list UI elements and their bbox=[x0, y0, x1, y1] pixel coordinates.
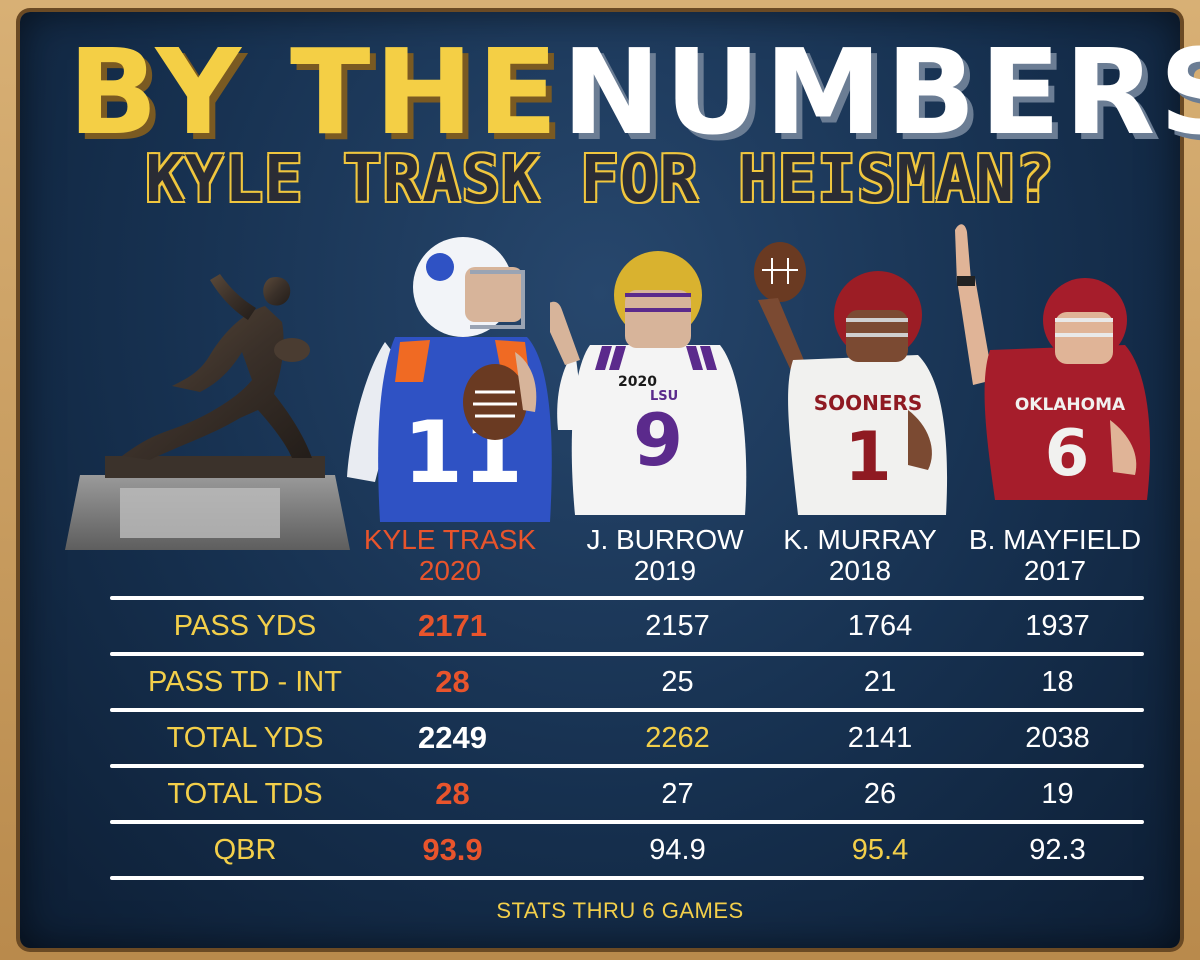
player-photo-murray: SOONERS 1 bbox=[738, 240, 966, 515]
stat-value-trask: 28 bbox=[435, 664, 470, 699]
svg-text:OKLAHOMA: OKLAHOMA bbox=[1015, 395, 1126, 415]
svg-text:9: 9 bbox=[633, 398, 683, 482]
player-photo-trask: 11 bbox=[345, 232, 577, 522]
player-name: K. MURRAY bbox=[783, 524, 937, 555]
table-divider bbox=[110, 820, 1144, 824]
stat-label: QBR bbox=[213, 834, 277, 866]
stat-label: PASS TD - INT bbox=[148, 666, 342, 698]
title-part-white: NUMBERS bbox=[561, 23, 1200, 161]
player-year: 2020 bbox=[418, 555, 482, 586]
title-part-yellow: BY THE bbox=[68, 23, 562, 161]
stat-value-trask: 93.9 bbox=[422, 832, 483, 867]
table-divider bbox=[110, 764, 1144, 768]
page-subtitle: KYLE TRASK FOR HEISMAN? bbox=[145, 143, 1055, 217]
stat-value-burrow: 25 bbox=[661, 666, 694, 698]
table-divider bbox=[110, 652, 1144, 656]
player-year: 2018 bbox=[828, 555, 892, 586]
page-title: BY THENUMBERS bbox=[68, 22, 1200, 162]
stat-value-burrow: 2262 bbox=[645, 722, 710, 754]
player-photo-burrow: 2020 LSU 9 bbox=[540, 250, 760, 515]
stat-label: TOTAL TDS bbox=[167, 778, 323, 810]
stat-value-burrow: 27 bbox=[661, 778, 694, 810]
table-divider bbox=[110, 876, 1144, 880]
player-name: KYLE TRASK bbox=[363, 524, 537, 555]
table-row: PASS YDS 2171 2157 1764 1937 bbox=[110, 600, 1144, 652]
table-row: QBR 93.9 94.9 95.4 92.3 bbox=[110, 824, 1144, 876]
player-name-burrow: J. BURROW 2019 bbox=[570, 524, 760, 586]
stat-value-murray: 21 bbox=[863, 666, 897, 698]
svg-text:1: 1 bbox=[844, 418, 891, 497]
player-name-trask: KYLE TRASK 2020 bbox=[345, 524, 555, 586]
table-row: PASS TD - INT 28 25 21 18 bbox=[110, 656, 1144, 708]
football-icon bbox=[754, 242, 806, 302]
stat-value-burrow: 2157 bbox=[645, 610, 710, 642]
stat-value-mayfield: 92.3 bbox=[1029, 834, 1086, 866]
table-row: TOTAL YDS 2249 2262 2141 2038 bbox=[110, 712, 1144, 764]
stat-label: TOTAL YDS bbox=[166, 722, 324, 754]
stat-label: PASS YDS bbox=[173, 610, 317, 642]
stat-value-trask: 2171 bbox=[418, 608, 487, 643]
stat-value-mayfield: 19 bbox=[1041, 778, 1074, 810]
player-year: 2017 bbox=[1023, 555, 1087, 586]
svg-text:LSU: LSU bbox=[650, 389, 678, 404]
table-divider bbox=[110, 596, 1144, 600]
stat-value-murray: 2141 bbox=[847, 722, 913, 754]
stats-footnote: STATS THRU 6 GAMES bbox=[496, 898, 744, 923]
stat-value-burrow: 94.9 bbox=[649, 834, 706, 866]
stat-value-trask: 28 bbox=[435, 776, 470, 811]
stat-value-trask: 2249 bbox=[418, 720, 487, 755]
player-year: 2019 bbox=[633, 555, 697, 586]
player-name: B. MAYFIELD bbox=[968, 524, 1142, 555]
svg-text:2020: 2020 bbox=[618, 374, 657, 390]
svg-text:SOONERS: SOONERS bbox=[814, 391, 923, 415]
player-name-mayfield: B. MAYFIELD 2017 bbox=[950, 524, 1160, 586]
heisman-trophy-icon bbox=[60, 260, 355, 560]
player-photo-mayfield: OKLAHOMA 6 bbox=[935, 220, 1160, 515]
table-row: TOTAL TDS 28 27 26 19 bbox=[110, 768, 1144, 820]
table-divider bbox=[110, 708, 1144, 712]
stat-value-murray: 26 bbox=[863, 778, 897, 810]
stat-value-murray: 1764 bbox=[847, 610, 913, 642]
player-name: J. BURROW bbox=[586, 524, 744, 555]
stat-value-murray: 95.4 bbox=[851, 834, 909, 866]
player-name-murray: K. MURRAY 2018 bbox=[770, 524, 950, 586]
svg-text:6: 6 bbox=[1045, 417, 1090, 491]
stat-value-mayfield: 2038 bbox=[1025, 722, 1090, 754]
stat-value-mayfield: 1937 bbox=[1025, 610, 1090, 642]
stat-value-mayfield: 18 bbox=[1041, 666, 1074, 698]
